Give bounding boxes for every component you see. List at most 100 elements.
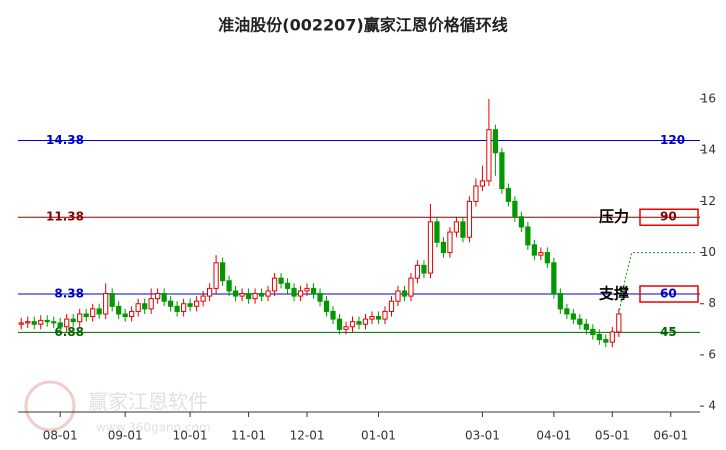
candle-body: [551, 262, 557, 295]
candle-body: [57, 322, 63, 328]
x-tick-label: 04-01: [536, 429, 571, 443]
candle-body: [479, 180, 486, 187]
candle-body: [135, 303, 141, 312]
level-cycle-label: 120: [660, 133, 685, 147]
candle-body: [90, 308, 96, 318]
candle-body: [83, 313, 89, 318]
level-cycle-label: 60: [660, 287, 677, 301]
candle-body: [304, 287, 310, 292]
candle-body: [427, 221, 434, 274]
y-tick-label: 4: [708, 399, 716, 413]
candle-body: [200, 295, 206, 302]
candle-body: [258, 293, 265, 297]
level-cycle-label: 90: [660, 210, 677, 224]
candle-body: [194, 300, 200, 307]
y-tick-label: 14: [701, 143, 716, 157]
candle-body: [421, 264, 427, 274]
candle-body: [453, 221, 460, 233]
candle-body: [512, 200, 518, 218]
candle-body: [564, 308, 570, 315]
candle-body: [155, 293, 161, 300]
candle-body: [382, 310, 388, 320]
x-tick-label: 05-01: [595, 429, 630, 443]
x-tick-label: 08-01: [43, 429, 78, 443]
chart-title: 准油股份(002207)赢家江恩价格循环线: [218, 16, 507, 35]
candle-body: [271, 277, 278, 292]
candle-body: [596, 333, 602, 341]
watermark: 赢家江恩软件 www.360gann.com: [24, 380, 211, 435]
y-tick-label: 10: [701, 245, 716, 259]
candle-body: [577, 318, 583, 325]
candle-body: [362, 318, 369, 325]
y-tick-label: 8: [708, 296, 716, 310]
candle-body: [323, 300, 330, 312]
candle-body: [77, 313, 83, 323]
level-cycle-label: 45: [660, 325, 677, 339]
candle-body: [408, 277, 414, 297]
candle-body: [317, 293, 323, 302]
candle-body: [603, 339, 609, 343]
candle-body: [440, 241, 447, 254]
candle-body: [414, 264, 421, 279]
candle-body: [395, 290, 401, 302]
x-tick-label: 01-01: [361, 429, 396, 443]
level-box: [639, 285, 699, 303]
y-tick-label: 6: [708, 347, 716, 361]
candle-body: [142, 303, 148, 310]
candle-body: [518, 216, 524, 228]
candle-body: [96, 308, 102, 315]
candle-body: [590, 328, 596, 335]
candle-body: [544, 252, 550, 264]
candle-body: [291, 287, 297, 297]
candle-body: [460, 221, 466, 238]
watermark-text: 赢家江恩软件: [88, 390, 208, 414]
candle-body: [103, 293, 109, 315]
candle-body: [486, 129, 492, 182]
candle-body: [181, 303, 187, 312]
candle-body: [31, 321, 37, 325]
candle-body: [25, 321, 31, 324]
candle-body: [161, 293, 167, 302]
candle-body: [245, 293, 252, 300]
candle-body: [239, 293, 245, 297]
level-price-label: 14.38: [46, 133, 84, 147]
candle-body: [265, 290, 271, 297]
x-tick-label: 06-01: [653, 429, 688, 443]
candle-body: [583, 323, 589, 330]
candle-body: [447, 231, 453, 254]
candle-body: [349, 321, 356, 328]
candle-body: [616, 313, 622, 333]
candle-body: [388, 300, 395, 312]
candle-body: [538, 252, 544, 256]
candle-body: [401, 290, 408, 297]
x-tick-label: 03-01: [465, 429, 500, 443]
level-annotation: 压力: [599, 208, 629, 226]
candle-body: [343, 326, 349, 330]
candle-body: [70, 318, 76, 323]
candle-body: [466, 200, 473, 238]
candle-body: [38, 319, 44, 325]
candle-body: [226, 280, 232, 292]
level-annotation: 支撑: [598, 285, 629, 303]
candle-body: [232, 290, 239, 297]
candle-body: [44, 319, 50, 323]
watermark-logo: [24, 380, 76, 432]
candle-body: [18, 322, 24, 325]
watermark-url: www.360gann.com: [96, 421, 211, 435]
candle-body: [434, 221, 440, 243]
candle-body: [252, 293, 258, 300]
candle-body: [531, 244, 537, 256]
level-box: [639, 208, 699, 226]
candle-body: [492, 129, 499, 154]
candle-body: [356, 321, 362, 325]
candle-body: [330, 310, 336, 320]
candle-body: [499, 152, 505, 190]
candle-body: [369, 316, 375, 320]
candle-body: [278, 277, 284, 284]
candle-body: [64, 318, 70, 328]
projection-line: [618, 252, 697, 315]
candle-body: [187, 303, 193, 307]
candle-body: [109, 293, 115, 307]
candle-body: [219, 262, 226, 282]
